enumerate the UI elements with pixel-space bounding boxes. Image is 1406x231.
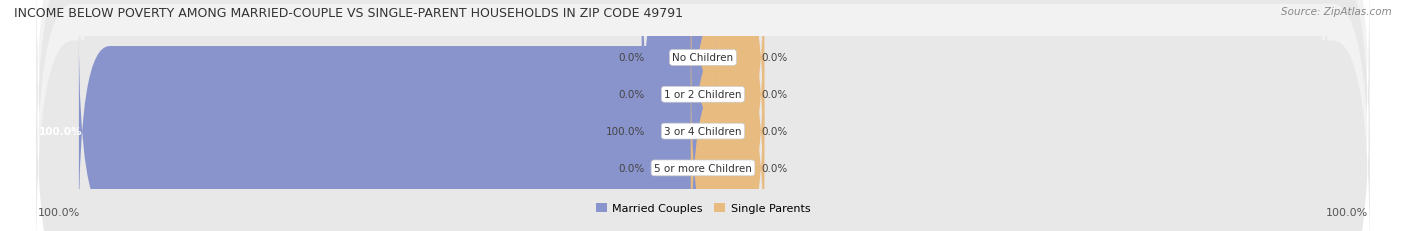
FancyBboxPatch shape	[37, 5, 1369, 231]
Text: 100.0%: 100.0%	[1326, 207, 1368, 217]
Text: 100.0%: 100.0%	[38, 127, 82, 137]
FancyBboxPatch shape	[690, 33, 765, 230]
FancyBboxPatch shape	[641, 0, 716, 157]
Text: 0.0%: 0.0%	[761, 53, 787, 63]
FancyBboxPatch shape	[690, 0, 1327, 193]
Text: 0.0%: 0.0%	[619, 53, 645, 63]
Text: 0.0%: 0.0%	[761, 127, 787, 137]
FancyBboxPatch shape	[37, 0, 1369, 222]
FancyBboxPatch shape	[690, 33, 1327, 230]
Text: 0.0%: 0.0%	[619, 163, 645, 173]
FancyBboxPatch shape	[37, 41, 1369, 231]
FancyBboxPatch shape	[641, 0, 716, 193]
FancyBboxPatch shape	[79, 33, 716, 230]
Text: 5 or more Children: 5 or more Children	[654, 163, 752, 173]
Text: 0.0%: 0.0%	[761, 163, 787, 173]
FancyBboxPatch shape	[690, 70, 1327, 231]
Text: 100.0%: 100.0%	[606, 127, 645, 137]
Text: 1 or 2 Children: 1 or 2 Children	[664, 90, 742, 100]
Text: 100.0%: 100.0%	[38, 207, 80, 217]
FancyBboxPatch shape	[79, 33, 716, 230]
FancyBboxPatch shape	[690, 70, 765, 231]
Text: 3 or 4 Children: 3 or 4 Children	[664, 127, 742, 137]
FancyBboxPatch shape	[37, 0, 1369, 185]
Legend: Married Couples, Single Parents: Married Couples, Single Parents	[592, 198, 814, 217]
Text: Source: ZipAtlas.com: Source: ZipAtlas.com	[1281, 7, 1392, 17]
FancyBboxPatch shape	[641, 70, 716, 231]
FancyBboxPatch shape	[79, 70, 716, 231]
Text: 0.0%: 0.0%	[761, 90, 787, 100]
Text: 0.0%: 0.0%	[619, 90, 645, 100]
FancyBboxPatch shape	[690, 0, 1327, 157]
FancyBboxPatch shape	[690, 0, 765, 193]
Text: No Children: No Children	[672, 53, 734, 63]
FancyBboxPatch shape	[690, 0, 765, 157]
Text: INCOME BELOW POVERTY AMONG MARRIED-COUPLE VS SINGLE-PARENT HOUSEHOLDS IN ZIP COD: INCOME BELOW POVERTY AMONG MARRIED-COUPL…	[14, 7, 683, 20]
FancyBboxPatch shape	[79, 0, 716, 193]
FancyBboxPatch shape	[79, 0, 716, 157]
